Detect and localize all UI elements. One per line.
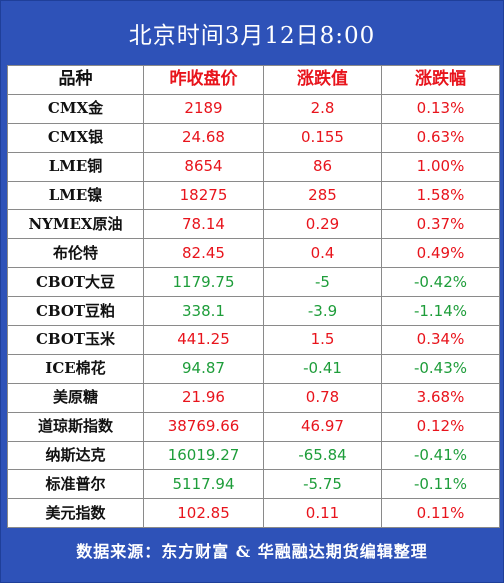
change-pct-value: -0.43% [381,353,500,384]
table-row: LME镍 18275 285 1.58% [7,180,500,211]
commodity-name: 布伦特 [7,238,144,269]
table-row: 道琼斯指数 38769.66 46.97 0.12% [7,411,500,442]
header-name: 品种 [7,65,144,95]
table-row: 美元指数 102.85 0.11 0.11% [7,498,500,529]
table-row: 美原糖 21.96 0.78 3.68% [7,382,500,413]
table-row: LME铜 8654 86 1.00% [7,151,500,182]
prev-close-value: 1179.75 [143,267,264,298]
change-value: 1.5 [263,325,382,355]
commodity-name: 道琼斯指数 [7,411,144,442]
prev-close-value: 78.14 [143,209,264,240]
commodity-name: 纳斯达克 [7,440,144,471]
prev-close-value: 8654 [143,151,264,182]
change-pct-value: -0.41% [381,440,500,471]
prev-close-value: 16019.27 [143,440,264,471]
change-pct-value: 0.49% [381,238,500,269]
change-pct-value: 0.11% [381,498,500,529]
commodity-name: CMX银 [7,122,144,153]
source-note: 数据来源：东方财富 & 华融融达期货编辑整理 [76,542,428,561]
table-row: ICE棉花 94.87 -0.41 -0.43% [7,353,500,384]
header-change-pct: 涨跌幅 [381,65,500,95]
prev-close-value: 441.25 [143,325,264,355]
prev-close-value: 2189 [143,93,264,124]
change-value: -5.75 [263,469,382,500]
change-pct-value: -0.42% [381,267,500,298]
change-value: 0.4 [263,238,382,269]
change-pct-value: -0.11% [381,469,500,500]
table-row: 布伦特 82.45 0.4 0.49% [7,238,500,269]
prev-close-value: 338.1 [143,296,264,327]
prev-close-value: 102.85 [143,498,264,529]
commodity-name: 标准普尔 [7,469,144,500]
prev-close-value: 21.96 [143,382,264,413]
header-prev-close: 昨收盘价 [143,65,264,95]
change-value: 0.29 [263,209,382,240]
change-value: -65.84 [263,440,382,471]
change-value: -3.9 [263,296,382,327]
commodity-name: CBOT大豆 [7,267,144,298]
table-row: CMX银 24.68 0.155 0.63% [7,122,500,153]
commodity-name: 美原糖 [7,382,144,413]
change-value: -5 [263,267,382,298]
change-pct-value: -1.14% [381,296,500,327]
change-value: -0.41 [263,353,382,384]
prev-close-value: 82.45 [143,238,264,269]
change-pct-value: 0.12% [381,411,500,442]
change-pct-value: 1.00% [381,151,500,182]
change-pct-value: 3.68% [381,382,500,413]
prev-close-value: 5117.94 [143,469,264,500]
change-value: 86 [263,151,382,182]
commodity-name: CBOT豆粕 [7,296,144,327]
commodity-name: CMX金 [7,93,144,124]
change-value: 46.97 [263,411,382,442]
commodity-name: LME镍 [7,180,144,211]
table-header-row: 品种 昨收盘价 涨跌值 涨跌幅 [7,65,500,95]
commodity-name: NYMEX原油 [7,209,144,240]
change-pct-value: 0.13% [381,93,500,124]
change-value: 2.8 [263,93,382,124]
change-pct-value: 0.34% [381,325,500,355]
commodity-name: CBOT玉米 [7,325,144,355]
header-change: 涨跌值 [263,65,382,95]
table-row: CMX金 2189 2.8 0.13% [7,93,500,124]
commodity-name: 美元指数 [7,498,144,529]
commodity-name: ICE棉花 [7,353,144,384]
prev-close-value: 18275 [143,180,264,211]
quote-table: 品种 昨收盘价 涨跌值 涨跌幅 CMX金 2189 2.8 0.13% CMX银 24.6… [7,65,500,529]
table-row: CBOT玉米 441.25 1.5 0.34% [7,325,500,355]
table-row: CBOT豆粕 338.1 -3.9 -1.14% [7,296,500,327]
commodity-name: LME铜 [7,151,144,182]
change-pct-value: 0.37% [381,209,500,240]
table-row: 纳斯达克 16019.27 -65.84 -0.41% [7,440,500,471]
table-row: CBOT大豆 1179.75 -5 -0.42% [7,267,500,298]
change-value: 0.155 [263,122,382,153]
prev-close-value: 38769.66 [143,411,264,442]
change-value: 0.78 [263,382,382,413]
prev-close-value: 24.68 [143,122,264,153]
change-pct-value: 0.63% [381,122,500,153]
table-row: NYMEX原油 78.14 0.29 0.37% [7,209,500,240]
change-value: 285 [263,180,382,211]
change-pct-value: 1.58% [381,180,500,211]
prev-close-value: 94.87 [143,353,264,384]
table-row: 标准普尔 5117.94 -5.75 -0.11% [7,469,500,500]
page-title: 北京时间3月12日8:00 [128,23,376,49]
